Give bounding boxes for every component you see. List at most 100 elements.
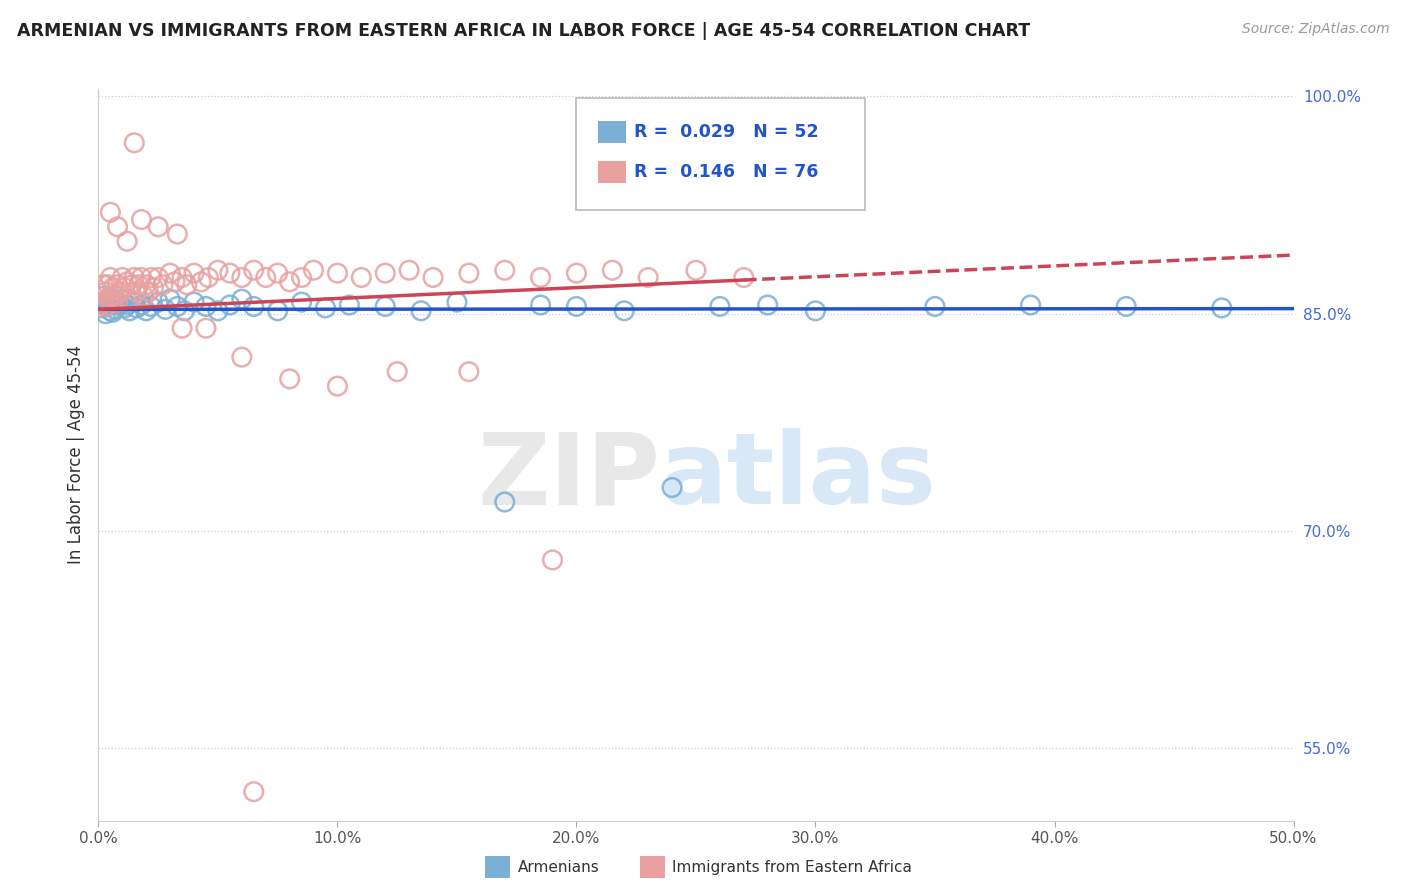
Point bbox=[118, 303, 141, 318]
Point bbox=[91, 295, 114, 310]
Point bbox=[195, 321, 218, 335]
Point bbox=[131, 298, 153, 312]
Point bbox=[131, 270, 153, 285]
Point bbox=[315, 301, 337, 315]
Point bbox=[90, 301, 112, 315]
Point bbox=[115, 275, 138, 289]
Point bbox=[219, 266, 242, 280]
Point bbox=[115, 234, 138, 248]
Point bbox=[108, 298, 131, 312]
Point bbox=[155, 302, 177, 317]
Text: R =  0.146   N = 76: R = 0.146 N = 76 bbox=[634, 163, 818, 181]
Point bbox=[97, 300, 120, 314]
Point bbox=[98, 270, 122, 285]
Point bbox=[924, 300, 946, 314]
Point bbox=[101, 305, 124, 319]
Point bbox=[326, 266, 349, 280]
Point bbox=[1019, 298, 1042, 312]
Point bbox=[207, 263, 229, 277]
Point bbox=[132, 289, 155, 303]
Point bbox=[91, 289, 114, 303]
Point bbox=[101, 280, 124, 294]
Text: Immigrants from Eastern Africa: Immigrants from Eastern Africa bbox=[672, 860, 912, 874]
Point bbox=[207, 303, 229, 318]
Point bbox=[385, 365, 409, 379]
Point bbox=[637, 270, 659, 285]
Point bbox=[291, 270, 314, 285]
Point bbox=[108, 285, 131, 299]
Point bbox=[124, 295, 146, 310]
Point bbox=[107, 295, 129, 310]
Point bbox=[166, 227, 188, 241]
Point bbox=[124, 136, 146, 150]
Point bbox=[98, 303, 122, 318]
Point bbox=[190, 275, 212, 289]
Y-axis label: In Labor Force | Age 45-54: In Labor Force | Age 45-54 bbox=[66, 345, 84, 565]
Point bbox=[125, 301, 148, 315]
Point bbox=[733, 270, 755, 285]
Point bbox=[243, 263, 266, 277]
Point bbox=[219, 298, 242, 312]
Point bbox=[107, 277, 129, 292]
Point bbox=[530, 298, 553, 312]
Point bbox=[125, 285, 148, 299]
Point bbox=[135, 303, 157, 318]
Point bbox=[135, 277, 157, 292]
Point bbox=[302, 263, 325, 277]
Point bbox=[98, 292, 122, 306]
Point bbox=[374, 266, 396, 280]
Point bbox=[94, 285, 117, 299]
Point bbox=[159, 292, 181, 306]
Point bbox=[138, 285, 160, 299]
Point bbox=[148, 295, 170, 310]
Point bbox=[195, 300, 218, 314]
Text: atlas: atlas bbox=[661, 428, 936, 525]
Point bbox=[148, 219, 170, 234]
Point bbox=[374, 300, 396, 314]
Point bbox=[101, 295, 124, 310]
Point bbox=[115, 298, 138, 312]
Point bbox=[756, 298, 779, 312]
Text: Armenians: Armenians bbox=[517, 860, 599, 874]
Point bbox=[91, 277, 114, 292]
Point bbox=[163, 275, 186, 289]
Point bbox=[494, 263, 516, 277]
Point bbox=[183, 295, 205, 310]
Point bbox=[90, 298, 112, 312]
Point bbox=[94, 300, 117, 314]
Point bbox=[685, 263, 707, 277]
Point bbox=[541, 553, 564, 567]
Point bbox=[458, 365, 481, 379]
Point bbox=[1115, 300, 1137, 314]
Point bbox=[91, 298, 114, 312]
Text: R =  0.029   N = 52: R = 0.029 N = 52 bbox=[634, 123, 818, 141]
Point bbox=[152, 277, 174, 292]
Point bbox=[139, 300, 162, 314]
Point bbox=[422, 270, 444, 285]
Text: ARMENIAN VS IMMIGRANTS FROM EASTERN AFRICA IN LABOR FORCE | AGE 45-54 CORRELATIO: ARMENIAN VS IMMIGRANTS FROM EASTERN AFRI… bbox=[17, 22, 1031, 40]
Point bbox=[243, 300, 266, 314]
Point bbox=[107, 219, 129, 234]
Point bbox=[278, 275, 301, 289]
Point bbox=[139, 270, 162, 285]
Point bbox=[494, 495, 516, 509]
Point bbox=[231, 350, 253, 364]
Point bbox=[183, 266, 205, 280]
Point bbox=[197, 270, 219, 285]
Point bbox=[124, 270, 146, 285]
Text: Source: ZipAtlas.com: Source: ZipAtlas.com bbox=[1241, 22, 1389, 37]
Point bbox=[458, 266, 481, 280]
Point bbox=[326, 379, 349, 393]
Point bbox=[172, 270, 194, 285]
Point bbox=[148, 270, 170, 285]
Point bbox=[173, 303, 195, 318]
Text: ZIP: ZIP bbox=[477, 428, 661, 525]
Point bbox=[104, 289, 127, 303]
Point bbox=[231, 270, 253, 285]
Point bbox=[613, 303, 636, 318]
Point bbox=[131, 212, 153, 227]
Point bbox=[1211, 301, 1233, 315]
Point bbox=[661, 481, 683, 495]
Point bbox=[142, 280, 165, 294]
Point bbox=[278, 372, 301, 386]
